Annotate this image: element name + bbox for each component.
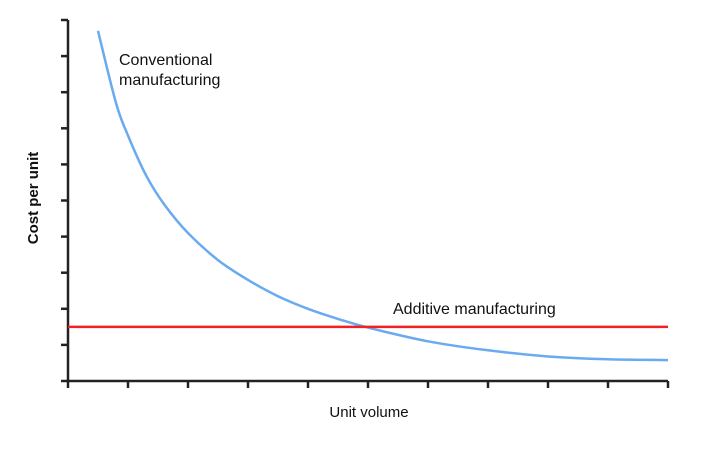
conventional-manufacturing-label: Conventional manufacturing [119, 52, 220, 89]
conventional-manufacturing-label-line: Conventional [119, 52, 212, 69]
series-layer: Conventional manufacturing Additive manufa… [68, 30, 669, 362]
conventional-manufacturing-line [96, 30, 669, 362]
x-axis-label: Unit volume [329, 404, 408, 421]
conventional-manufacturing-label-line: manufacturing [119, 72, 220, 89]
additive-manufacturing-label-line: Additive manufacturing [393, 301, 556, 318]
axes [61, 18, 670, 388]
additive-manufacturing-label: Additive manufacturing [393, 301, 556, 318]
y-axis-label: Cost per unit [25, 152, 42, 245]
